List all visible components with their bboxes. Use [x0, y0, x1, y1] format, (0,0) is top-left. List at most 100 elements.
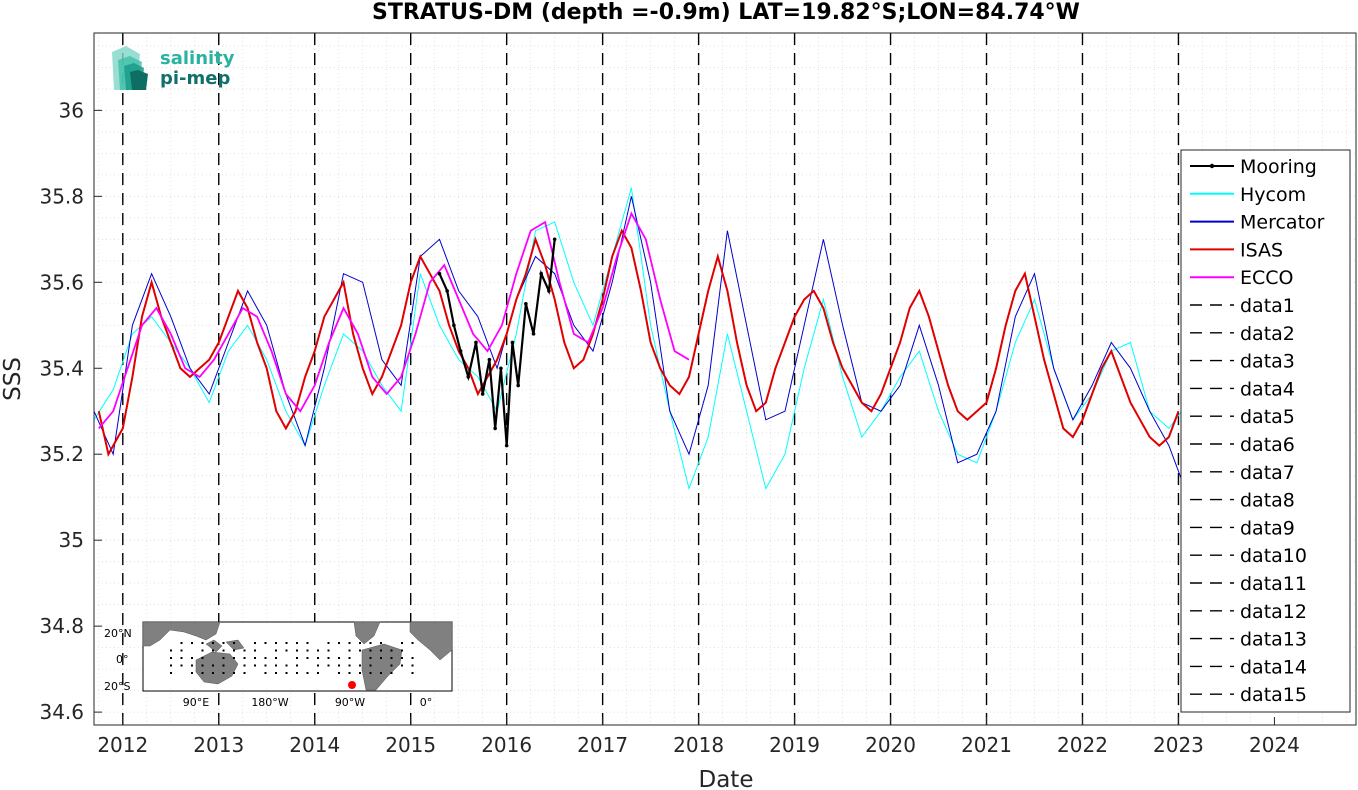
- series-point-mooring: [480, 392, 485, 396]
- map-buoy-dot: [380, 657, 382, 659]
- legend-entry-isas: ISAS: [1190, 239, 1283, 261]
- x-axis-ticks: 2012 2013 2014 2015 2016 2017 2018 2019 2020 2021…: [97, 717, 1300, 757]
- map-buoy-dot: [180, 657, 183, 659]
- series-point-mooring: [531, 332, 536, 336]
- series-point-mooring: [493, 426, 497, 431]
- series-point-mooring: [487, 357, 492, 362]
- map-buoy-dot: [306, 672, 309, 674]
- plot-frame: [93, 32, 1357, 726]
- legend-swatch-dot: [1209, 163, 1215, 169]
- legend-label: data5: [1240, 406, 1295, 428]
- legend-label: data8: [1240, 490, 1295, 512]
- series-point-mooring: [504, 443, 509, 448]
- map-buoy-dot: [306, 657, 309, 659]
- y-tick-label: 36: [59, 98, 84, 122]
- map-buoy-dot: [380, 642, 382, 644]
- map-buoy-dot: [201, 649, 204, 652]
- inset-map-land: [142, 621, 453, 691]
- inset-map-lon-labels: 90°E 180°W 90°W 0°: [183, 696, 432, 709]
- map-buoy-dot: [254, 642, 256, 644]
- legend-entry-data4: data4: [1190, 378, 1295, 400]
- map-buoy-dot: [338, 672, 340, 674]
- legend-label: Hycom: [1240, 184, 1306, 206]
- map-buoy-dot: [369, 649, 372, 652]
- map-buoy-dot: [243, 649, 246, 652]
- map-buoy-dot: [191, 657, 193, 659]
- map-buoy-dot: [296, 657, 298, 659]
- y-axis-label: SSS: [0, 357, 26, 401]
- map-buoy-dot: [411, 642, 414, 644]
- x-tick-label: 2023: [1153, 733, 1204, 757]
- series-line-mercator: [93, 196, 1343, 499]
- x-tick-label: 2021: [961, 733, 1012, 757]
- map-buoy-dot: [411, 657, 414, 659]
- series-point-mooring: [437, 271, 442, 276]
- map-buoy-dot: [401, 642, 403, 644]
- x-tick-label: 2015: [385, 733, 436, 757]
- legend-label: data1: [1240, 295, 1295, 317]
- map-buoy-dot: [338, 642, 340, 644]
- map-buoy-dot: [411, 672, 414, 674]
- map-buoy-dot: [285, 642, 288, 644]
- map-buoy-dot: [170, 657, 172, 659]
- plot-area: [94, 33, 1356, 725]
- legend-label: data3: [1240, 351, 1295, 373]
- map-buoy-dot: [180, 642, 183, 644]
- x-tick-label: 2013: [193, 733, 244, 757]
- map-buoy-dot: [180, 664, 183, 667]
- map-buoy-dot: [359, 642, 361, 644]
- map-buoy-dot: [401, 664, 403, 667]
- map-buoy-dot: [170, 649, 172, 652]
- legend-entry-mooring: Mooring: [1190, 156, 1317, 178]
- x-tick-label: 2019: [769, 733, 820, 757]
- map-buoy-dot: [222, 672, 225, 674]
- legend-label: data15: [1240, 684, 1307, 706]
- map-buoy-dot: [296, 672, 298, 674]
- legend-entry-data12: data12: [1190, 601, 1307, 623]
- legend-entry-data8: data8: [1190, 490, 1295, 512]
- legend-entry-data10: data10: [1190, 545, 1307, 567]
- map-buoy-dot: [390, 657, 393, 659]
- map-buoy-dot: [359, 664, 361, 667]
- map-buoy-dot: [296, 649, 298, 652]
- map-buoy-dot: [254, 664, 256, 667]
- legend-entry-mercator: Mercator: [1190, 212, 1325, 234]
- map-buoy-dot: [243, 657, 246, 659]
- map-buoy-dot: [306, 649, 309, 652]
- map-lat-label-20n: 20°N: [104, 627, 132, 640]
- map-lat-label-20s: 20°S: [104, 680, 130, 693]
- map-buoy-dot: [285, 649, 288, 652]
- map-buoy-dot: [401, 649, 403, 652]
- map-buoy-dot: [317, 649, 319, 652]
- y-tick-label: 35.8: [39, 184, 84, 208]
- x-tick-label: 2016: [481, 733, 532, 757]
- legend-box: [1180, 149, 1351, 713]
- legend: Mooring Hycom Mercator ISAS ECCO data1 data2 da…: [1180, 149, 1351, 713]
- map-buoy-dot: [233, 672, 235, 674]
- legend-entry-hycom: Hycom: [1190, 184, 1306, 206]
- series-point-mooring: [524, 301, 528, 306]
- series-lines: [93, 187, 1343, 499]
- map-buoy-dot: [348, 664, 351, 667]
- map-buoy-dot: [285, 672, 288, 674]
- map-buoy-dot: [201, 672, 204, 674]
- map-buoy-dot: [348, 649, 351, 652]
- map-buoy-dot: [254, 657, 256, 659]
- map-buoy-dot: [348, 672, 351, 674]
- legend-entry-data15: data15: [1190, 684, 1307, 706]
- inset-map: 20°N 0° 20°S 90°E 180°W 90°W 0°: [104, 621, 453, 709]
- map-buoy-dot: [317, 672, 319, 674]
- map-buoy-dot: [212, 672, 214, 674]
- map-buoy-dot: [338, 657, 340, 659]
- map-buoy-dot: [327, 664, 330, 667]
- legend-label: data11: [1240, 573, 1307, 595]
- map-buoy-dot: [201, 664, 204, 667]
- map-buoy-dot: [222, 664, 225, 667]
- map-buoy-dot: [275, 649, 277, 652]
- logo-line-pi-mep: pi-mep: [160, 68, 230, 89]
- map-buoy-dot: [212, 642, 214, 644]
- legend-entry-data9: data9: [1190, 517, 1295, 539]
- map-lat-label-0: 0°: [116, 653, 129, 666]
- legend-entry-data2: data2: [1190, 323, 1295, 345]
- series-point-mooring: [452, 323, 456, 328]
